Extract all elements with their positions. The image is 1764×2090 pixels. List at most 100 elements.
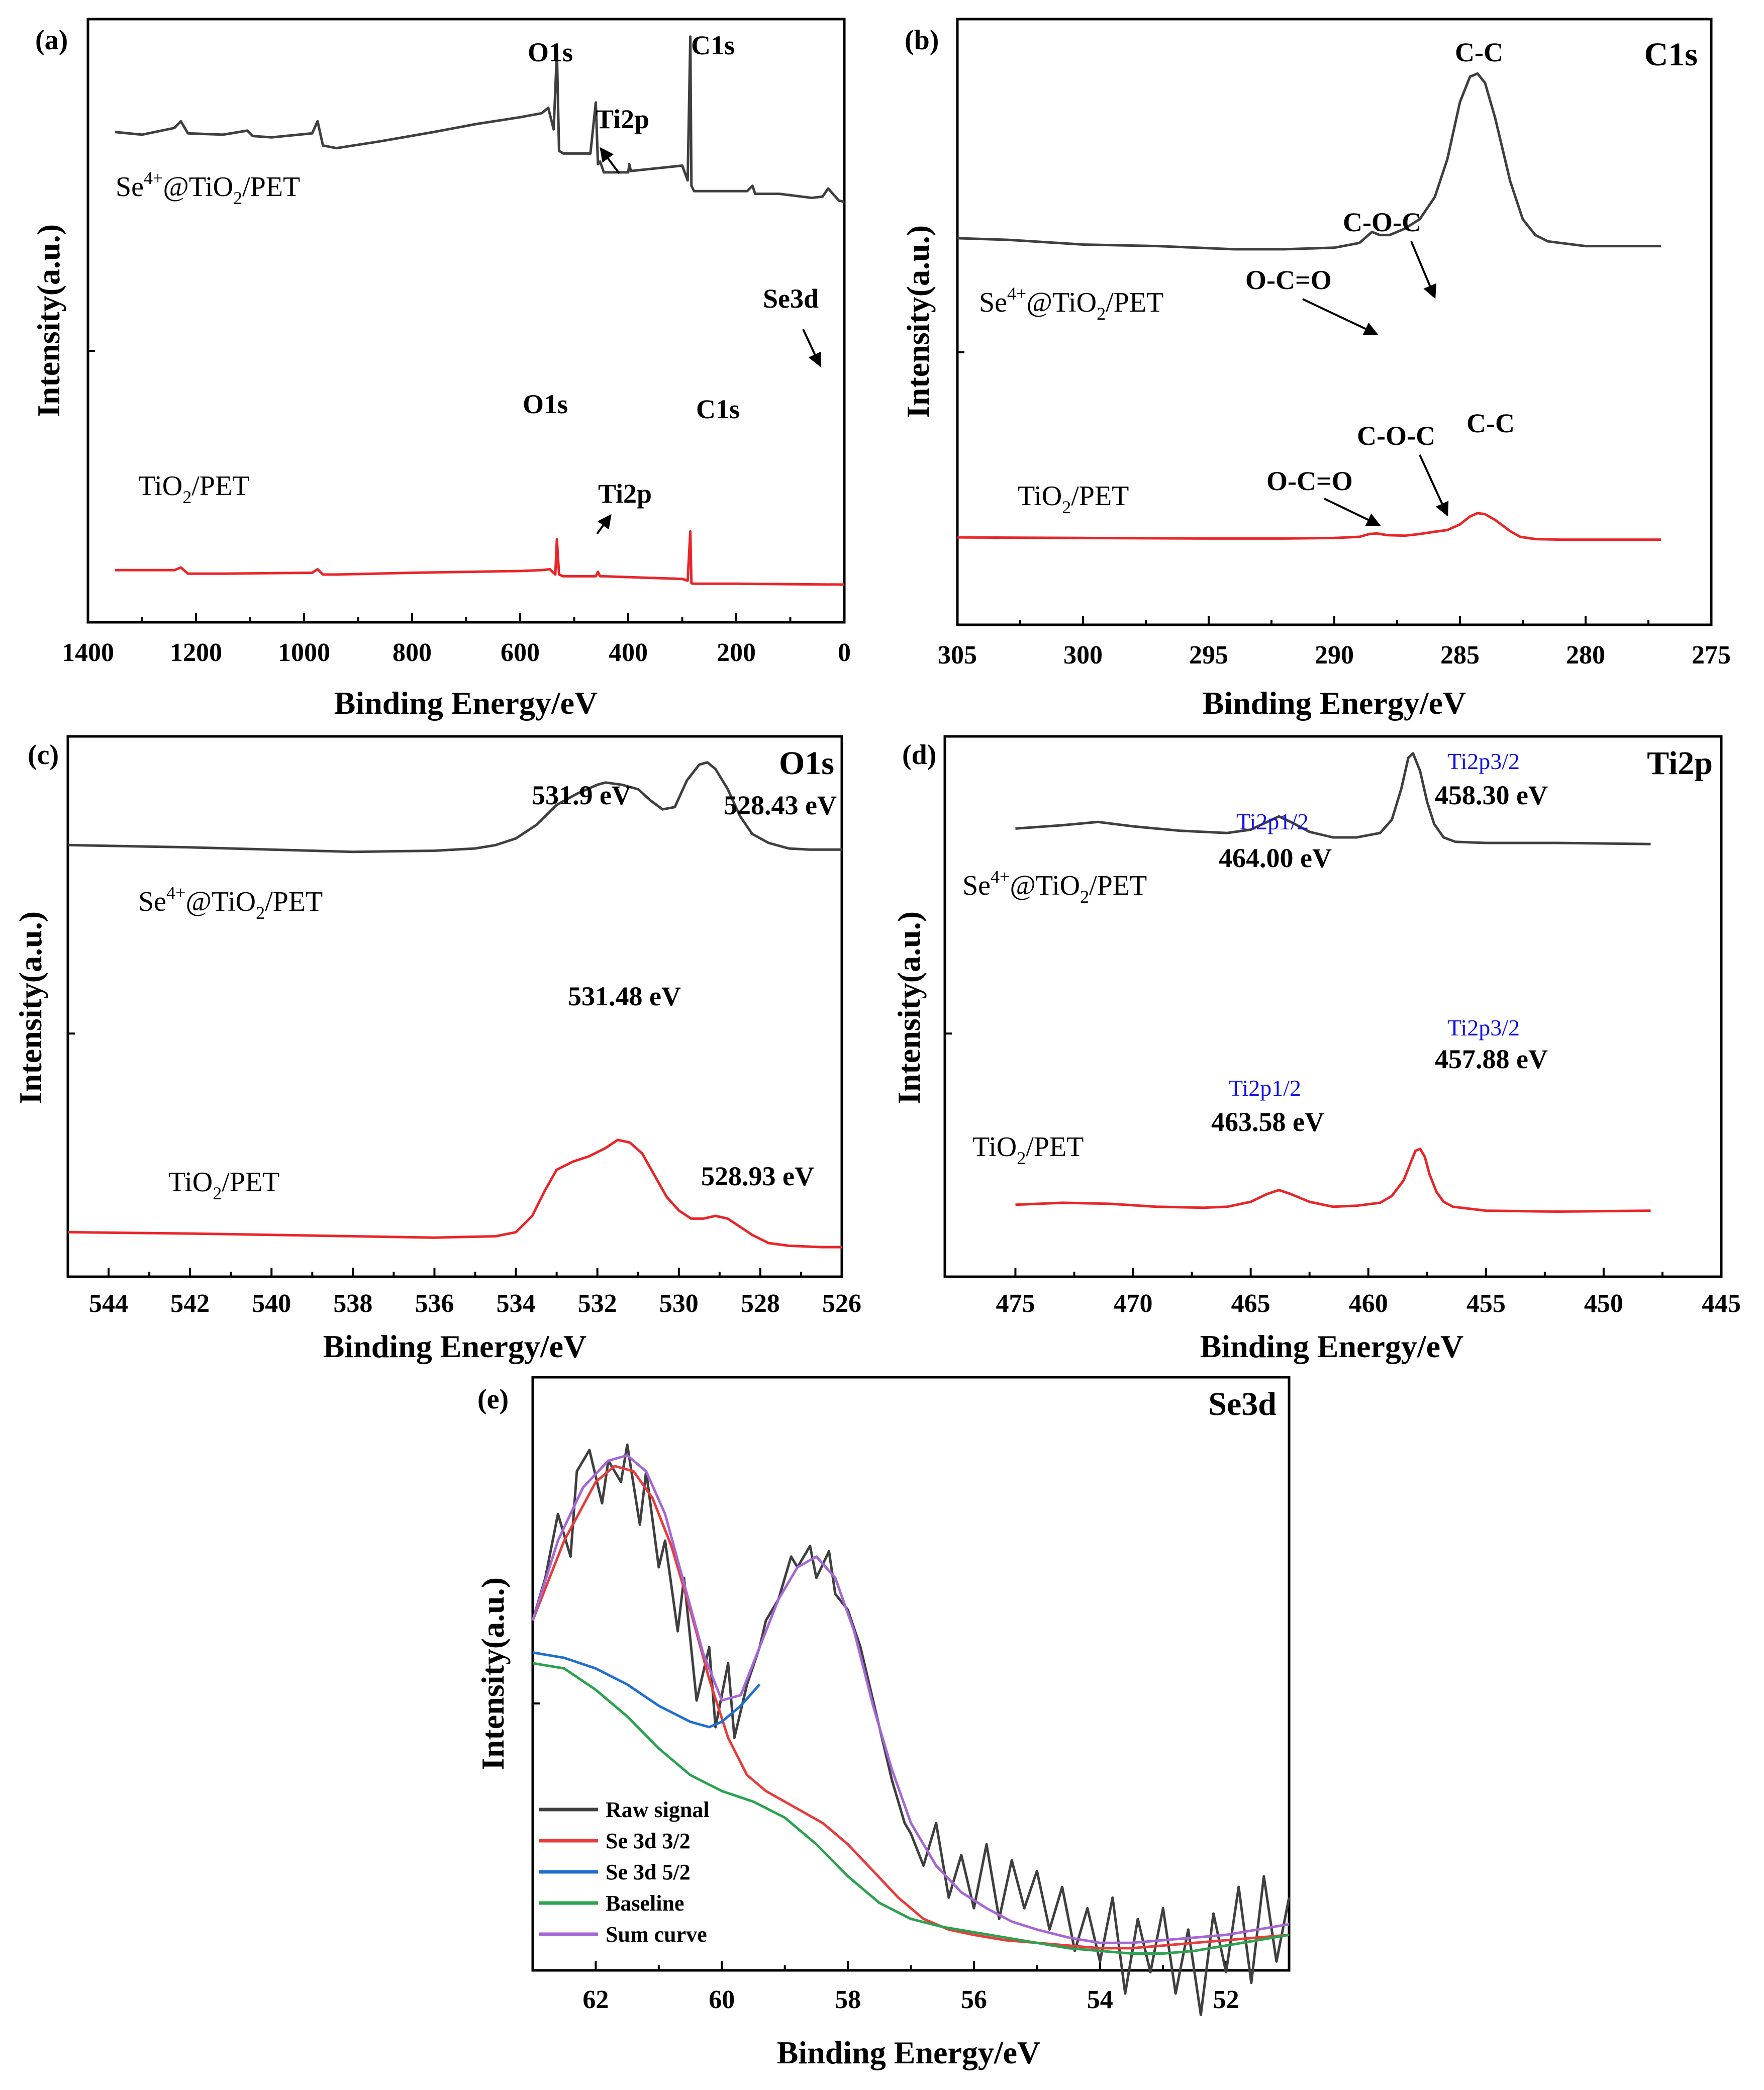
panel-d-ti-sample-label: TiO2/PET bbox=[972, 1131, 1084, 1168]
series-line-se4-tio2-pet bbox=[957, 72, 1661, 251]
x-tick-label: 56 bbox=[961, 1985, 987, 2014]
x-tick-label: 280 bbox=[1566, 641, 1605, 670]
panel-d-title: Ti2p bbox=[1647, 745, 1713, 782]
series-line-se4-tio2-pet bbox=[67, 761, 842, 853]
panel-b-se-sample-label: Se4+@TiO2/PET bbox=[979, 283, 1163, 324]
series-line-se-3d-5-2 bbox=[532, 1651, 761, 1729]
x-tick-label: 536 bbox=[415, 1289, 454, 1318]
panel-a-se-sample-label: Se4+@TiO2/PET bbox=[116, 168, 300, 208]
x-tick-label: 600 bbox=[501, 638, 540, 667]
panel-e-xlabel: Binding Energy/eV bbox=[777, 2035, 1041, 2070]
x-tick-label: 475 bbox=[996, 1289, 1035, 1318]
x-tick-label: 450 bbox=[1584, 1289, 1623, 1318]
panel-a-se-o1s-label: O1s bbox=[528, 37, 573, 67]
panel-a-se-se3d-arrow bbox=[802, 329, 822, 367]
legend-label: Raw signal bbox=[606, 1797, 710, 1822]
panel-e-se3d: (e) Se3d 62 60 58 56 54 52 Binding Energy/eV … bbox=[475, 1376, 1291, 2070]
x-tick-label: 1200 bbox=[170, 638, 222, 667]
panel-a-se-c1s-label: C1s bbox=[691, 30, 735, 60]
panel-b-label: (b) bbox=[905, 25, 939, 56]
panel-c-o1s: (c) O1s 544 542 540 538 536 534 532 530 528 526 B… bbox=[13, 735, 861, 1364]
x-tick-label: 460 bbox=[1349, 1289, 1388, 1318]
panel-d-ti-p12-blue: Ti2p1/2 bbox=[1229, 1075, 1301, 1101]
x-tick-label: 58 bbox=[835, 1985, 861, 2014]
panel-d-frame bbox=[943, 735, 1723, 1278]
x-tick-label: 60 bbox=[709, 1985, 735, 2014]
panel-b-frame bbox=[956, 18, 1713, 626]
x-tick-label: 455 bbox=[1466, 1289, 1506, 1318]
x-tick-label: 542 bbox=[170, 1289, 210, 1318]
panel-d-se-p12-blue: Ti2p1/2 bbox=[1236, 809, 1309, 834]
panel-b-se-oco-arrow bbox=[1302, 298, 1379, 335]
panel-a-se-se3d-label: Se3d bbox=[763, 283, 819, 314]
panel-c-se-sample-label: Se4+@TiO2/PET bbox=[138, 883, 323, 923]
panel-c-se-p2-label: 528.43 eV bbox=[724, 790, 837, 820]
panel-c-ti-p2-label: 528.93 eV bbox=[701, 1161, 814, 1191]
panel-b-se-cc-label: C-C bbox=[1455, 37, 1503, 67]
legend-label: Se 3d 3/2 bbox=[606, 1829, 691, 1853]
series-line-tio2-pet bbox=[1015, 1148, 1651, 1213]
panel-d-ti-p12-label: 463.58 eV bbox=[1211, 1107, 1324, 1137]
panel-e-ylabel: Intensity(a.u.) bbox=[475, 1577, 511, 1770]
panel-c-ti-sample-label: TiO2/PET bbox=[168, 1167, 279, 1203]
panel-a-ti-c1s-label: C1s bbox=[696, 394, 740, 424]
panel-a-xlabel: Binding Energy/eV bbox=[334, 685, 598, 721]
series-line-se4-tio2-pet bbox=[1015, 752, 1651, 845]
x-tick-label: 544 bbox=[89, 1289, 128, 1318]
panel-d-ti2p: (d) Ti2p 475 470 465 460 455 450 445 Binding E… bbox=[891, 735, 1741, 1364]
panel-b-ti-oco-arrow bbox=[1324, 498, 1381, 526]
panel-c-label: (c) bbox=[28, 739, 59, 771]
x-tick-label: 62 bbox=[582, 1985, 609, 2014]
x-tick-label: 534 bbox=[497, 1289, 536, 1318]
panel-d-ti-p32-blue: Ti2p3/2 bbox=[1447, 1015, 1520, 1040]
x-tick-label: 538 bbox=[333, 1289, 372, 1318]
x-tick-label: 445 bbox=[1702, 1289, 1741, 1318]
panel-a-label: (a) bbox=[35, 25, 68, 56]
x-tick-label: 200 bbox=[717, 638, 756, 667]
legend-label: Sum curve bbox=[606, 1922, 707, 1947]
panel-b-xlabel: Binding Energy/eV bbox=[1203, 685, 1466, 721]
x-tick-label: 800 bbox=[393, 638, 432, 667]
x-tick-label: 465 bbox=[1231, 1289, 1270, 1318]
panel-d-xlabel: Binding Energy/eV bbox=[1200, 1328, 1464, 1364]
legend-label: Baseline bbox=[606, 1891, 684, 1916]
panel-c-title: O1s bbox=[779, 745, 834, 782]
panel-b-ti-coc-label: C-O-C bbox=[1357, 421, 1435, 451]
panel-b-se-coc-label: C-O-C bbox=[1343, 207, 1421, 237]
panel-c-frame bbox=[66, 735, 843, 1278]
panel-a-ti-o1s-label: O1s bbox=[523, 389, 568, 419]
panel-d-se-p12-label: 464.00 eV bbox=[1219, 843, 1332, 873]
panel-c-ti-p1-label: 531.48 eV bbox=[568, 981, 681, 1011]
x-tick-label: 1400 bbox=[62, 638, 114, 667]
panel-b-ti-coc-arrow bbox=[1419, 454, 1449, 517]
x-tick-label: 0 bbox=[838, 638, 851, 667]
panel-c-ylabel: Intensity(a.u.) bbox=[13, 911, 48, 1104]
series-line-tio2-pet bbox=[957, 512, 1661, 541]
panel-a-se-ti2p-label: Ti2p bbox=[596, 104, 649, 134]
panel-b-c1s: (b) C1s 305 300 295 290 285 280 275 Binding En… bbox=[900, 18, 1731, 721]
x-tick-label: 300 bbox=[1063, 641, 1103, 670]
series-line-se4-tio2-pet bbox=[115, 35, 845, 204]
series-line-tio2-pet bbox=[67, 1138, 842, 1249]
panel-b-se-oco-label: O-C=O bbox=[1245, 265, 1332, 295]
x-tick-label: 1000 bbox=[278, 638, 330, 667]
x-tick-label: 528 bbox=[741, 1289, 780, 1318]
panel-b-ti-oco-label: O-C=O bbox=[1266, 466, 1353, 496]
panel-b-ti-sample-label: TiO2/PET bbox=[1018, 481, 1129, 517]
panel-d-label: (d) bbox=[902, 739, 936, 771]
panel-a-se-ti2p-arrow bbox=[600, 147, 620, 174]
x-tick-label: 295 bbox=[1189, 641, 1228, 670]
legend-label: Se 3d 5/2 bbox=[606, 1860, 691, 1884]
panel-a-frame bbox=[86, 18, 846, 624]
panel-a-ti-ti2p-arrow bbox=[596, 514, 612, 535]
x-tick-label: 52 bbox=[1213, 1985, 1239, 2014]
panel-b-ti-cc-label: C-C bbox=[1466, 408, 1515, 438]
panel-a-ti-sample-label: TiO2/PET bbox=[138, 470, 249, 507]
panel-d-ti-p32-label: 457.88 eV bbox=[1435, 1044, 1548, 1074]
panel-b-ylabel: Intensity(a.u.) bbox=[900, 225, 936, 418]
panel-d-ylabel: Intensity(a.u.) bbox=[891, 911, 927, 1104]
x-tick-label: 285 bbox=[1440, 641, 1480, 670]
x-tick-label: 470 bbox=[1114, 1289, 1153, 1318]
x-tick-label: 532 bbox=[578, 1289, 617, 1318]
